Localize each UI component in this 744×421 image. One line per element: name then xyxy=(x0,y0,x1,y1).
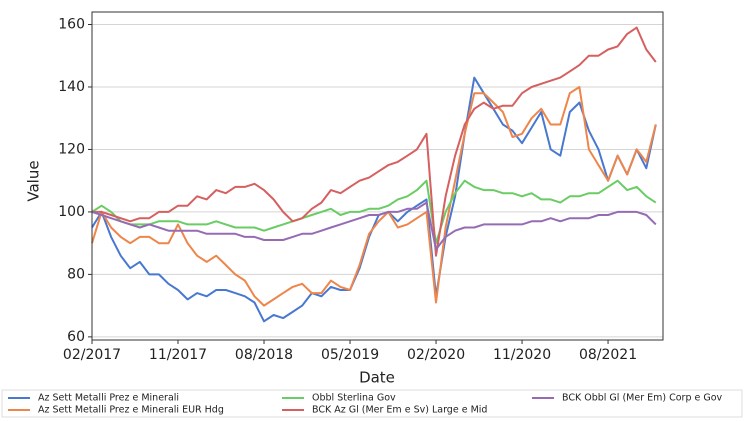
x-axis-label: Date xyxy=(359,369,395,387)
line-series xyxy=(91,201,657,251)
legend-frame xyxy=(1,389,743,418)
y-tick-label: 80 xyxy=(67,266,85,282)
plot-frame xyxy=(91,11,664,341)
line-series xyxy=(91,76,657,323)
x-tick-label: 11/2017 xyxy=(149,347,207,363)
x-tick-label: 08/2018 xyxy=(235,347,293,363)
x-tick-label: 05/2019 xyxy=(321,347,379,363)
x-tick-label: 08/2021 xyxy=(579,347,637,363)
line-series xyxy=(91,179,657,245)
y-tick-label: 140 xyxy=(58,79,85,95)
y-tick-label: 160 xyxy=(58,16,85,32)
legend-label: Az Sett Metalli Prez e Minerali EUR Hdg xyxy=(38,405,224,416)
legend-label: BCK Obbl Gl (Mer Em) Corp e Gov xyxy=(562,393,723,404)
x-tick-label: 02/2020 xyxy=(407,347,465,363)
line-series xyxy=(91,86,657,307)
line-series xyxy=(92,26,657,257)
legend-label: Obbl Sterlina Gov xyxy=(312,393,396,404)
y-axis-label: Value xyxy=(25,160,43,201)
y-tick-label: 60 xyxy=(67,329,85,345)
x-tick-label: 02/2017 xyxy=(63,347,121,363)
legend-label: BCK Az Gl (Mer Em e Sv) Large e Mid xyxy=(312,405,487,416)
x-tick-label: 11/2020 xyxy=(493,347,551,363)
y-tick-label: 120 xyxy=(58,141,85,157)
legend-label: Az Sett Metalli Prez e Minerali xyxy=(38,393,179,404)
y-tick-label: 100 xyxy=(58,204,85,220)
